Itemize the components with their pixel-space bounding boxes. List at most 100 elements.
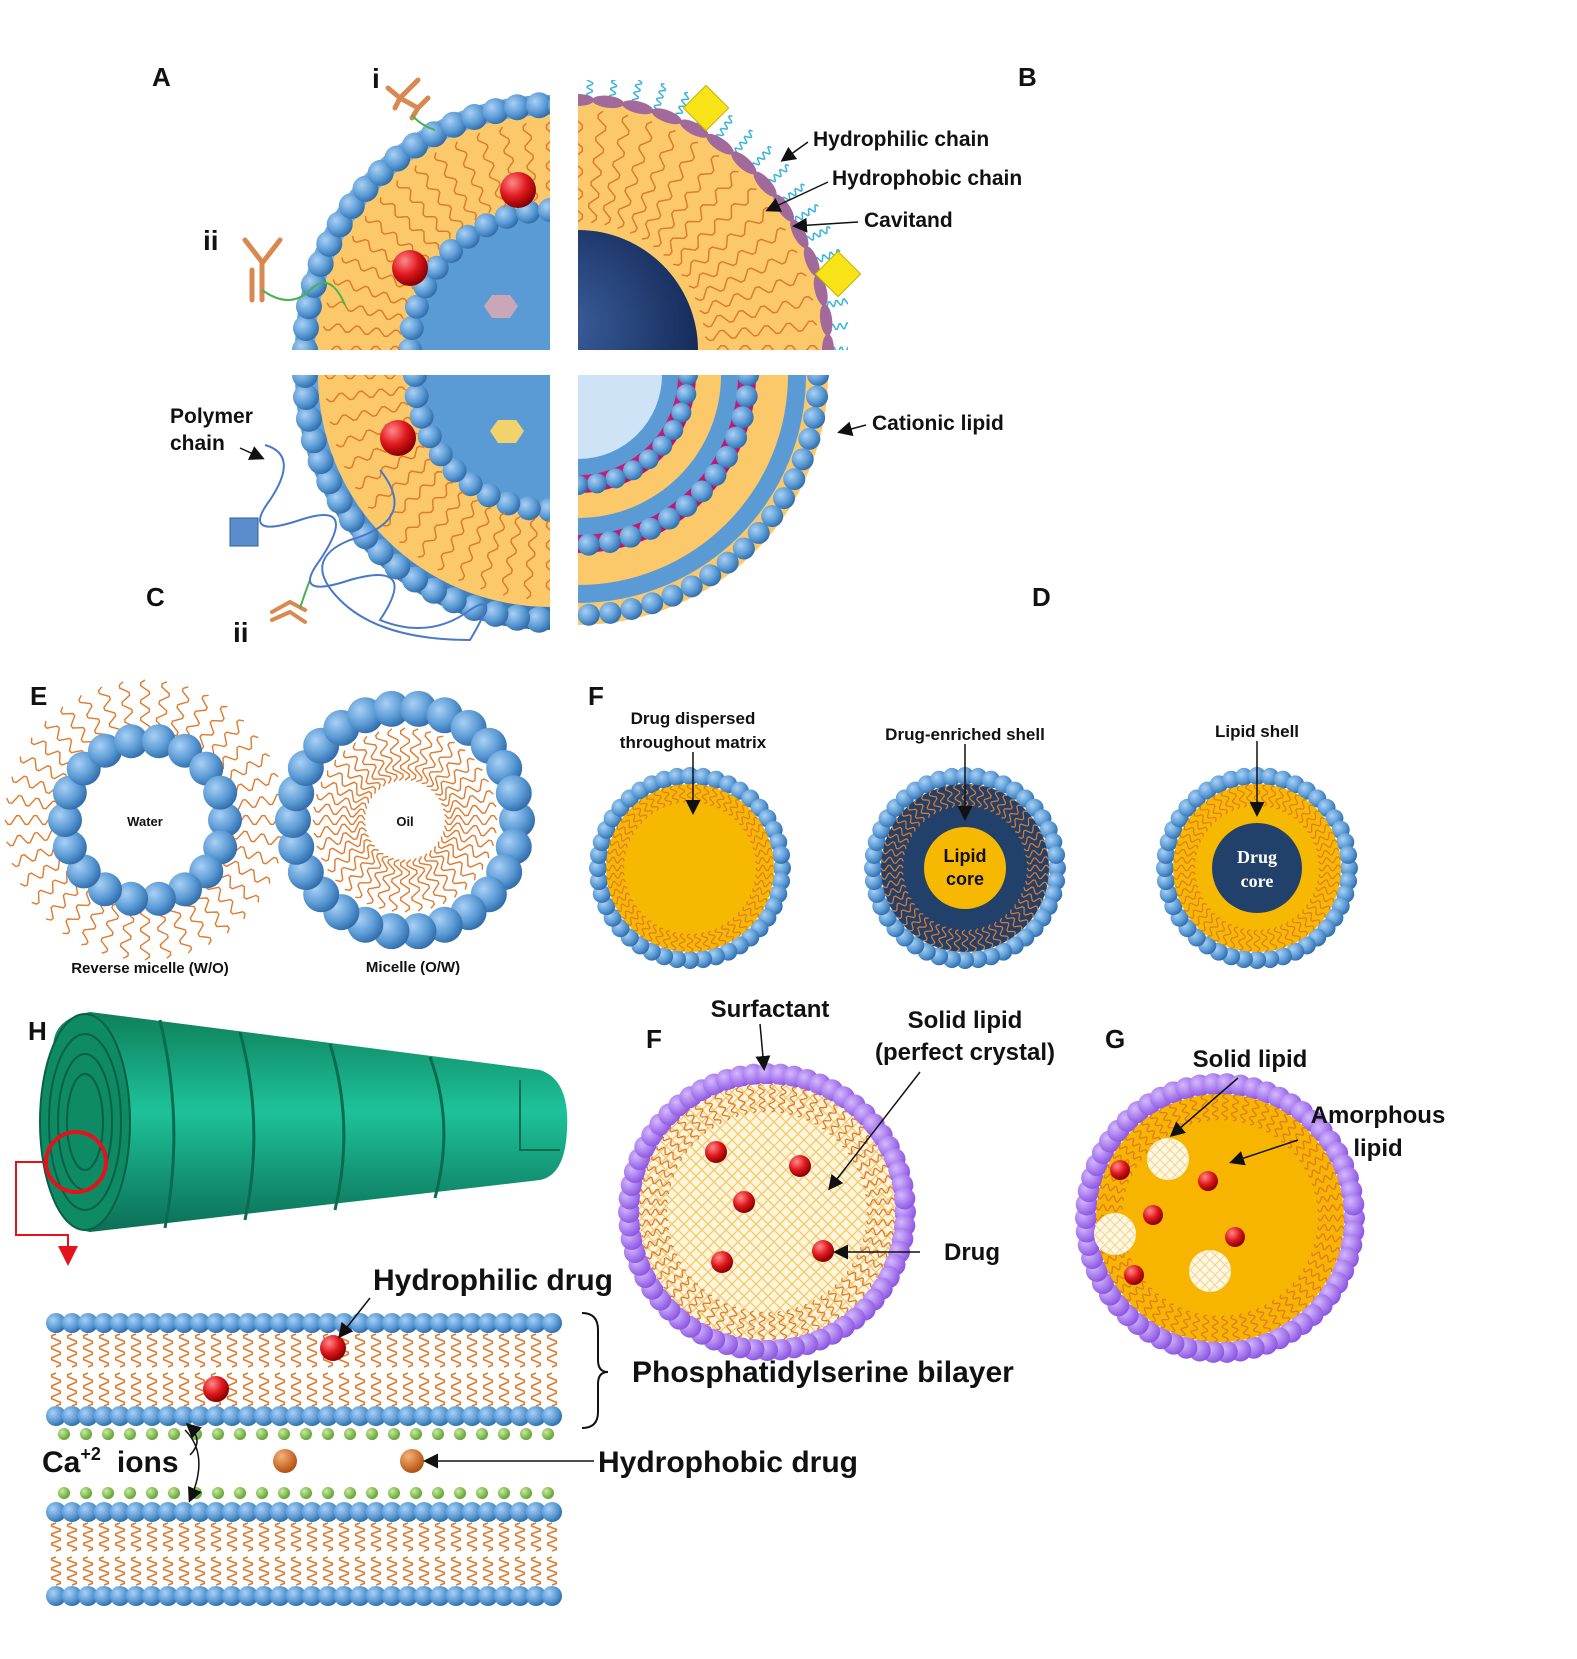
lipid-tail [715, 1303, 729, 1331]
lipid-tail [130, 1556, 142, 1586]
lipid-tail [944, 785, 955, 808]
lipid-tail [1317, 1224, 1345, 1232]
lipid-tail [922, 921, 935, 942]
lipid-tail [62, 890, 94, 935]
lipid-tail [1287, 794, 1300, 815]
head-group [292, 375, 318, 388]
lipid-tail [902, 908, 920, 926]
drug-sphere [733, 1191, 755, 1213]
calcium-ion [278, 1487, 290, 1499]
lipid-tail [130, 1372, 142, 1407]
lipid-tail [400, 727, 410, 781]
lipid-tail [386, 1333, 398, 1368]
lipid-tail [1014, 904, 1034, 918]
head-group [1234, 767, 1253, 786]
head-group [549, 473, 569, 493]
lipid-tail [1245, 929, 1253, 953]
lipid-tail [732, 916, 748, 931]
lipid-tail [326, 301, 404, 321]
lipid-tail [1221, 1093, 1229, 1121]
head-group [94, 1313, 114, 1333]
lipid-tail [686, 933, 694, 953]
lipid-tail [140, 679, 150, 733]
lipid-tail [258, 1333, 270, 1368]
lipid-tail [621, 904, 637, 920]
lipid-tail [758, 1311, 766, 1341]
lipid-tail [722, 794, 733, 812]
lipid-tail [1025, 847, 1048, 858]
lipid-tail [274, 1372, 286, 1407]
lipid-tail [406, 859, 423, 912]
label-hydrophilic-chain: Hydrophilic chain [813, 128, 989, 151]
lipid-tail [961, 929, 969, 953]
lipid-tail [1021, 831, 1043, 846]
head-group [94, 1502, 114, 1522]
panel-letter-b: B [1018, 62, 1037, 92]
head-group [78, 1586, 98, 1606]
lipid-tail [399, 482, 453, 543]
lipid-tail [881, 871, 904, 880]
head-group [254, 1406, 274, 1426]
drug-sphere [789, 1155, 811, 1177]
lipid-tail [1026, 872, 1050, 880]
lipid-tail [355, 852, 384, 899]
lipid-tail [1010, 909, 1029, 925]
lipid-tail [638, 1197, 668, 1206]
lipid-tail [1107, 1258, 1133, 1275]
lipid-tail [714, 1093, 731, 1121]
label-solid-lipid-1: Solid lipid [908, 1007, 1023, 1034]
lipid-tail [662, 930, 671, 949]
lipid-tail [749, 894, 768, 903]
antibody-icon [242, 237, 283, 303]
lipid-tail [226, 1372, 238, 1407]
head-group [893, 1187, 916, 1210]
lipid-tail [313, 821, 366, 838]
head-group [538, 498, 550, 522]
lipid-tail [130, 1522, 142, 1552]
head-group [366, 1586, 386, 1606]
lipid-tail [738, 810, 753, 826]
lipid-tail [1230, 1094, 1240, 1122]
lipid-tail [545, 121, 550, 200]
head-group [174, 1406, 194, 1426]
model1-label-line2: throughout matrix [620, 733, 767, 752]
head-group [547, 612, 550, 627]
head-group [638, 449, 659, 470]
lipid-tail [290, 1372, 302, 1407]
solid-lipid-nanoparticle [618, 1063, 916, 1361]
lipid-tail [194, 890, 230, 934]
lipid-tail [640, 920, 652, 937]
lipid-tail [752, 887, 771, 896]
head-group [286, 1502, 306, 1522]
head-group [78, 1502, 98, 1522]
lipid-tail [82, 1333, 94, 1368]
calcium-ion [410, 1487, 422, 1499]
head-group [494, 204, 519, 229]
head-group [699, 564, 722, 587]
panel-letter-g: G [1105, 1024, 1125, 1054]
solid-lipid-pattern [1147, 1138, 1189, 1180]
lipid-tail [1097, 1193, 1125, 1203]
lipid-tail [663, 170, 739, 256]
lipid-tail [60, 706, 96, 750]
lipid-tail [563, 499, 577, 577]
lipid-tail [646, 1244, 674, 1260]
lipid-tail [418, 1556, 430, 1586]
lipid-tail [1001, 799, 1015, 819]
lipid-tail [724, 1089, 739, 1118]
head-group [110, 1586, 130, 1606]
model3-label: Lipid shell [1215, 722, 1299, 741]
calcium-ion [278, 1428, 290, 1440]
lipid-tail [656, 1261, 682, 1280]
lipid-tail [207, 719, 245, 760]
head-group [526, 1406, 546, 1426]
lipid-tail [887, 833, 909, 843]
lipid-tail [338, 1372, 350, 1407]
lipid-tail [476, 132, 507, 208]
lipid-tail [374, 731, 398, 783]
lipid-tail [640, 1186, 670, 1197]
lipid-tail [743, 816, 759, 832]
head-group [969, 950, 988, 969]
lipid-tail [1315, 886, 1338, 895]
lipid-tail [19, 856, 67, 887]
